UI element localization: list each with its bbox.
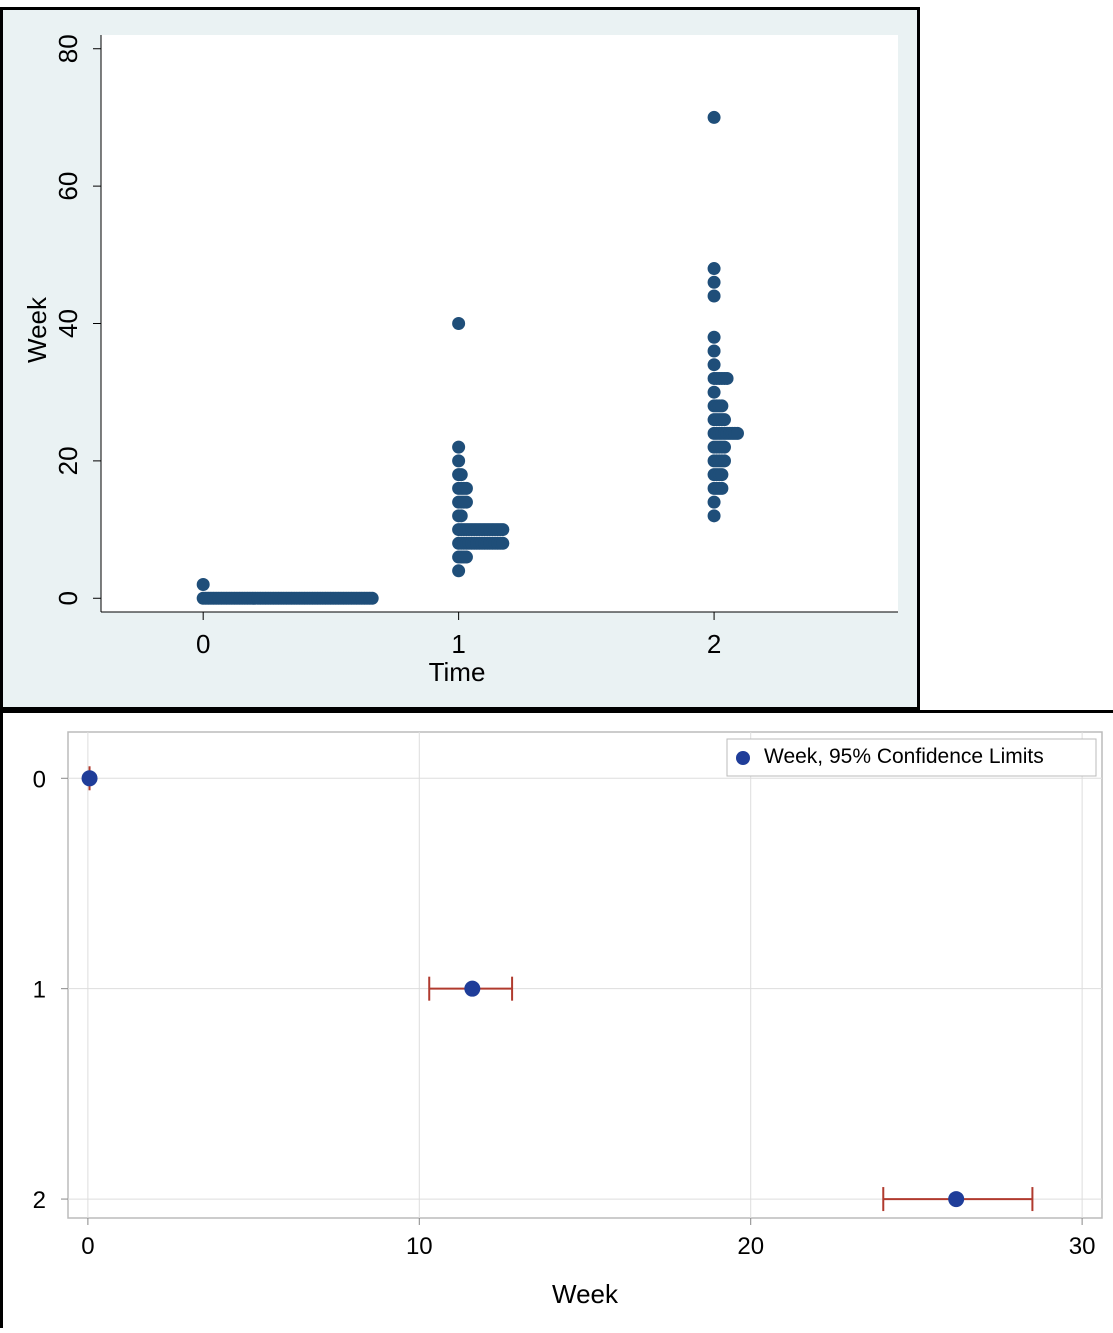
top-data-point [496, 536, 510, 550]
mean-point [948, 1191, 965, 1208]
top-y-axis-title: Week [22, 296, 52, 363]
top-data-point [717, 454, 731, 468]
top-data-points [196, 110, 744, 605]
top-data-point [707, 262, 721, 276]
top-data-point [452, 454, 466, 468]
top-data-point [715, 481, 729, 495]
bottom-x-tick-label: 30 [1069, 1233, 1096, 1260]
mean-point [464, 980, 481, 997]
top-data-point [730, 426, 744, 440]
top-data-point [452, 317, 466, 330]
top-data-point [717, 440, 731, 454]
top-data-point [707, 385, 721, 399]
top-data-point [707, 110, 721, 124]
bottom-y-tick-label: 1 [33, 977, 46, 1004]
top-data-point [707, 495, 721, 509]
top-data-point [707, 358, 721, 372]
bottom-x-tick-label: 0 [81, 1233, 94, 1260]
top-y-tick-label: 40 [53, 309, 83, 338]
top-data-point [720, 371, 734, 385]
bottom-x-axis-title: Week [552, 1279, 619, 1309]
bottom-chart-panel: 0 10 20 30 0 1 2 Week, 95% Confidence Limits W… [0, 710, 1113, 1328]
bottom-x-tick-label: 20 [737, 1233, 764, 1260]
top-data-point [459, 481, 473, 495]
top-plot-area [101, 35, 898, 612]
bottom-plot-area [67, 731, 1103, 1219]
top-x-tick-label: 1 [451, 629, 465, 659]
legend-box [726, 738, 1097, 777]
bottom-y-tick-label: 2 [33, 1187, 46, 1214]
top-data-point [454, 509, 468, 523]
top-data-point [454, 468, 468, 482]
top-x-axis-title: Time [429, 657, 486, 687]
top-data-point [452, 440, 466, 454]
legend: Week, 95% Confidence Limits [726, 738, 1097, 777]
top-x-tick-label: 2 [707, 629, 721, 659]
top-data-point [707, 330, 721, 344]
top-data-point [496, 523, 510, 537]
top-data-point [715, 399, 729, 413]
top-data-point [365, 591, 379, 605]
top-y-tick-label: 20 [53, 446, 83, 475]
top-x-tick-label: 0 [196, 629, 210, 659]
legend-marker [736, 751, 750, 765]
top-chart-panel: 0 1 2 0 20 40 60 80 Time Week [0, 0, 921, 710]
bottom-axis-ticks: 0 10 20 30 0 1 2 [33, 766, 1096, 1260]
bottom-data-points [81, 766, 1034, 1212]
bottom-y-tick-label: 0 [33, 766, 46, 793]
top-data-point [459, 495, 473, 509]
confidence-interval-chart: 0 10 20 30 0 1 2 Week, 95% Confidence Limits W… [0, 710, 1113, 1328]
top-data-point [452, 564, 466, 578]
top-y-tick-label: 80 [53, 34, 83, 63]
mean-point [81, 770, 98, 787]
bottom-x-tick-label: 10 [406, 1233, 433, 1260]
top-data-point [196, 578, 210, 592]
top-y-tick-label: 0 [53, 591, 83, 605]
top-data-point [717, 413, 731, 427]
top-data-point [715, 468, 729, 482]
top-y-tick-label: 60 [53, 172, 83, 201]
top-data-point [707, 509, 721, 523]
top-data-point [707, 275, 721, 289]
top-data-point [707, 344, 721, 358]
legend-label: Week, 95% Confidence Limits [764, 745, 1044, 768]
top-data-point [707, 289, 721, 303]
top-data-point [459, 550, 473, 564]
